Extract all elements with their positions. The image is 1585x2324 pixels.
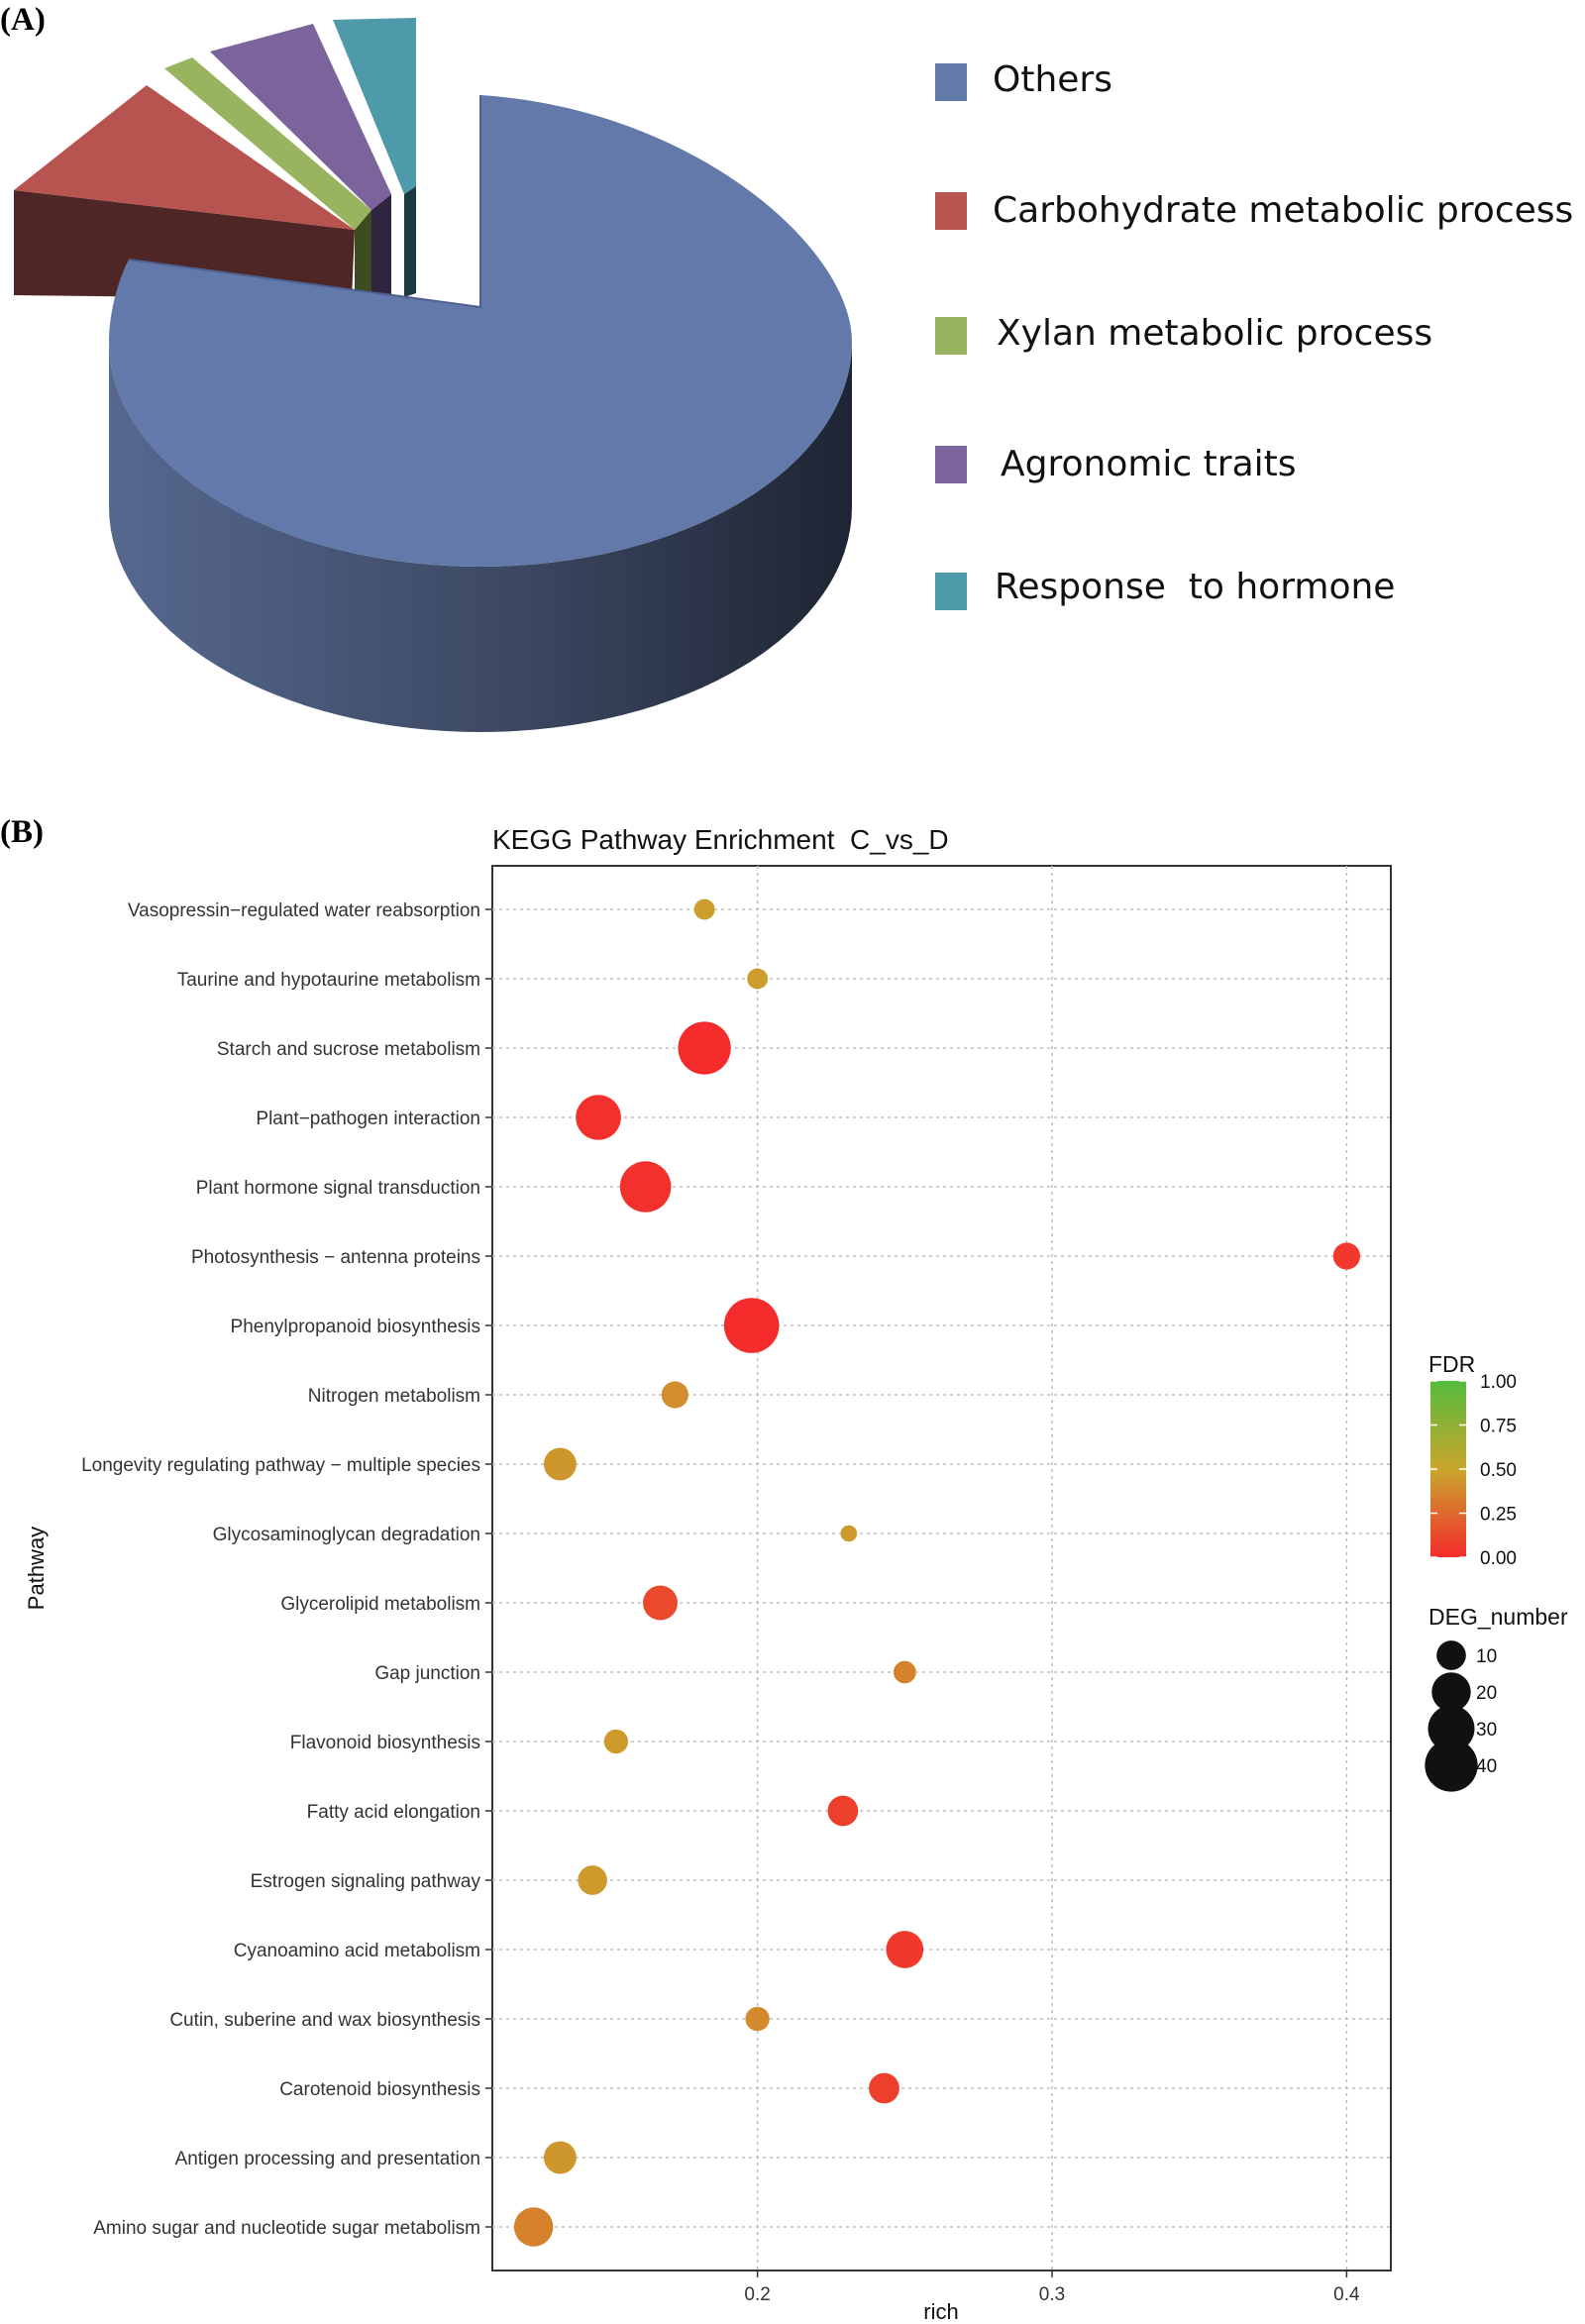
fdr-tick-label: 1.00: [1480, 1372, 1517, 1393]
data-point: [543, 1447, 577, 1481]
y-tick-label: Taurine and hypotaurine metabolism: [177, 970, 480, 991]
data-point: [1332, 1242, 1360, 1270]
pie-chart: [14, 18, 852, 732]
data-points: [513, 898, 1360, 2247]
y-tick-label: Phenylpropanoid biosynthesis: [231, 1317, 480, 1337]
fdr-tick-label: 0.25: [1480, 1505, 1517, 1526]
legend-swatch-xylan: [935, 317, 967, 355]
plot-panel: [491, 865, 1392, 2271]
chart-title: KEGG Pathway Enrichment C_vs_D: [492, 824, 949, 855]
legend-swatch-carbohydrate: [935, 192, 967, 230]
data-point: [745, 2006, 770, 2032]
y-tick-label: Plant−pathogen interaction: [256, 1109, 480, 1129]
legend-swatch-agronomic: [935, 446, 967, 483]
y-tick-label: Flavonoid biosynthesis: [290, 1733, 480, 1753]
pie-legend: Others Carbohydrate metabolic process Xy…: [935, 59, 1573, 610]
deg-legend-title: DEG_number: [1428, 1604, 1568, 1630]
y-tick-label: Plant hormone signal transduction: [196, 1178, 480, 1199]
fdr-tick-label: 0.75: [1480, 1417, 1517, 1437]
data-point: [576, 1095, 621, 1140]
legend-label-agronomic: Agronomic traits: [1001, 444, 1297, 484]
legend-swatch-others: [935, 63, 967, 101]
deg-legend-dot: [1425, 1739, 1478, 1792]
data-point: [827, 1795, 859, 1827]
panel-a: (A): [0, 2, 1573, 732]
y-tick-label: Photosynthesis − antenna proteins: [191, 1247, 480, 1268]
deg-legend-label: 30: [1476, 1720, 1497, 1741]
x-tick-label: 0.3: [1039, 2284, 1065, 2305]
y-tick-label: Gap junction: [374, 1663, 480, 1684]
data-point: [678, 1021, 731, 1075]
y-tick-label: Cutin, suberine and wax biosynthesis: [169, 2010, 480, 2031]
x-tick-label: 0.2: [744, 2284, 770, 2305]
y-axis-title: Pathway: [24, 1527, 49, 1610]
pie-slice-others: [109, 95, 852, 732]
y-tick-label: Glycerolipid metabolism: [280, 1594, 480, 1615]
legend-label-carbohydrate: Carbohydrate metabolic process: [993, 190, 1573, 231]
fdr-legend-ticks: 1.00 0.75 0.50 0.25 0.00: [1430, 1372, 1517, 1569]
y-tick-label: Amino sugar and nucleotide sugar metabol…: [93, 2218, 480, 2239]
data-point: [619, 1161, 672, 1213]
y-tick-label: Starch and sucrose metabolism: [217, 1039, 480, 1060]
deg-legend-dot: [1436, 1640, 1466, 1670]
data-point: [869, 2072, 899, 2104]
legend-item-carbohydrate: Carbohydrate metabolic process: [935, 190, 1573, 231]
data-point: [886, 1931, 924, 1968]
data-point: [643, 1585, 678, 1621]
panel-b: (B) KEGG Pathway Enrichment C_vs_D Vasop…: [0, 814, 1568, 2324]
data-point: [693, 898, 715, 920]
deg-legend: DEG_number 10 20 30 40: [1425, 1604, 1568, 1792]
x-axis-title: rich: [923, 2299, 958, 2324]
y-tick-label: Antigen processing and presentation: [175, 2149, 480, 2169]
deg-legend-keys: 10 20 30 40: [1425, 1640, 1497, 1792]
panel-b-label: (B): [0, 814, 44, 850]
pie-slice-carbohydrate: [14, 85, 355, 299]
y-tick-label: Nitrogen metabolism: [308, 1386, 480, 1407]
data-point: [893, 1660, 916, 1684]
legend-item-xylan: Xylan metabolic process: [935, 313, 1432, 355]
y-tick-label: Glycosaminoglycan degradation: [213, 1525, 480, 1545]
legend-item-agronomic: Agronomic traits: [935, 444, 1297, 484]
deg-legend-label: 10: [1476, 1646, 1497, 1667]
data-point: [840, 1525, 858, 1542]
data-point: [661, 1381, 688, 1409]
x-tick-label: 0.4: [1333, 2284, 1360, 2305]
y-tick-label: Vasopressin−regulated water reabsorption: [128, 900, 480, 921]
fdr-legend: FDR 1.00 0.75 0.50 0.25 0.00: [1428, 1351, 1517, 1569]
legend-swatch-hormone: [935, 573, 967, 610]
data-point: [603, 1729, 629, 1754]
gridlines: [492, 866, 1391, 2271]
y-tick-label: Carotenoid biosynthesis: [279, 2079, 480, 2100]
deg-legend-dot: [1431, 1672, 1471, 1712]
data-point: [723, 1298, 780, 1353]
x-ticks: 0.2 0.3 0.4: [744, 2271, 1360, 2305]
panel-a-label: (A): [0, 2, 46, 38]
deg-legend-label: 40: [1476, 1756, 1497, 1777]
deg-legend-label: 20: [1476, 1683, 1497, 1704]
pie-slice-xylan: [164, 57, 371, 297]
data-point: [578, 1865, 607, 1895]
fdr-legend-title: FDR: [1428, 1351, 1475, 1377]
deg-legend-dot: [1427, 1705, 1475, 1752]
legend-item-hormone: Response to hormone: [935, 567, 1395, 610]
y-tick-label: Estrogen signaling pathway: [251, 1871, 481, 1892]
fdr-tick-label: 0.00: [1480, 1548, 1517, 1569]
pie-slice-agronomic: [210, 24, 391, 299]
fdr-tick-label: 0.50: [1480, 1460, 1517, 1481]
legend-item-others: Others: [935, 59, 1112, 101]
legend-label-others: Others: [993, 59, 1112, 100]
data-point: [543, 2141, 577, 2174]
pie-slice-hormone: [333, 18, 416, 297]
y-tick-label: Longevity regulating pathway − multiple …: [81, 1455, 480, 1476]
data-point: [513, 2207, 554, 2247]
y-tick-label: Cyanoamino acid metabolism: [234, 1941, 480, 1961]
legend-label-xylan: Xylan metabolic process: [997, 313, 1432, 354]
y-tick-label: Fatty acid elongation: [307, 1802, 480, 1823]
legend-label-hormone: Response to hormone: [995, 567, 1395, 607]
data-point: [747, 968, 769, 990]
y-tick-labels: Vasopressin−regulated water reabsorption…: [81, 900, 492, 2239]
